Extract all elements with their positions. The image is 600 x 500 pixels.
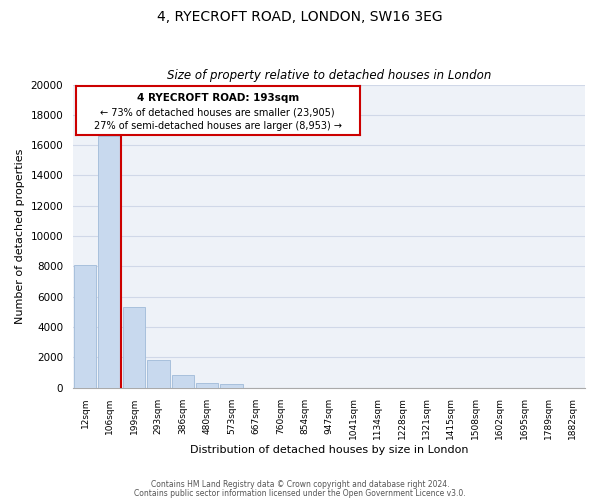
Text: 4, RYECROFT ROAD, LONDON, SW16 3EG: 4, RYECROFT ROAD, LONDON, SW16 3EG	[157, 10, 443, 24]
Bar	[172, 376, 194, 388]
Text: Contains public sector information licensed under the Open Government Licence v3: Contains public sector information licen…	[134, 488, 466, 498]
Text: Contains HM Land Registry data © Crown copyright and database right 2024.: Contains HM Land Registry data © Crown c…	[151, 480, 449, 489]
Bar	[98, 136, 121, 388]
Title: Size of property relative to detached houses in London: Size of property relative to detached ho…	[167, 69, 491, 82]
Bar	[196, 383, 218, 388]
Bar	[123, 308, 145, 388]
X-axis label: Distribution of detached houses by size in London: Distribution of detached houses by size …	[190, 445, 468, 455]
Y-axis label: Number of detached properties: Number of detached properties	[15, 148, 25, 324]
Bar	[220, 384, 243, 388]
Bar	[74, 265, 97, 388]
Bar	[147, 360, 170, 388]
